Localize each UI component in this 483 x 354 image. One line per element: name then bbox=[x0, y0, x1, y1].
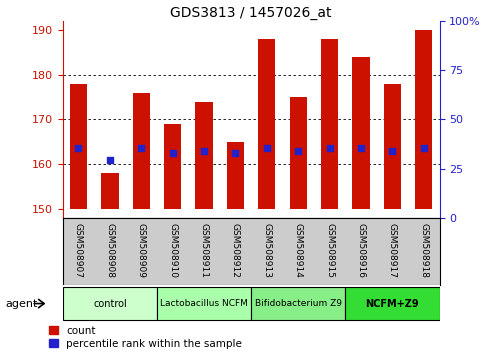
Text: GSM508915: GSM508915 bbox=[325, 223, 334, 278]
Bar bbox=[227, 142, 244, 209]
Point bbox=[232, 150, 240, 156]
Text: GSM508916: GSM508916 bbox=[356, 223, 366, 278]
Bar bbox=[353, 57, 369, 209]
Bar bbox=[290, 97, 307, 209]
Text: GSM508914: GSM508914 bbox=[294, 223, 303, 278]
Bar bbox=[133, 93, 150, 209]
Bar bbox=[164, 124, 181, 209]
Text: GSM508917: GSM508917 bbox=[388, 223, 397, 278]
Legend: count, percentile rank within the sample: count, percentile rank within the sample bbox=[49, 326, 242, 349]
Text: GSM508910: GSM508910 bbox=[168, 223, 177, 278]
Bar bbox=[384, 84, 401, 209]
Text: GSM508912: GSM508912 bbox=[231, 223, 240, 278]
Bar bbox=[251, 287, 345, 320]
Bar bbox=[70, 84, 87, 209]
Point bbox=[389, 148, 397, 154]
Point bbox=[138, 145, 145, 151]
Point bbox=[326, 145, 333, 151]
Bar bbox=[63, 287, 157, 320]
Text: NCFM+Z9: NCFM+Z9 bbox=[366, 298, 419, 309]
Bar bbox=[196, 102, 213, 209]
Text: GSM508909: GSM508909 bbox=[137, 223, 146, 278]
Bar bbox=[101, 173, 118, 209]
Bar bbox=[321, 39, 338, 209]
Text: GSM508907: GSM508907 bbox=[74, 223, 83, 278]
Point bbox=[169, 150, 177, 156]
Text: GSM508918: GSM508918 bbox=[419, 223, 428, 278]
Point bbox=[295, 148, 302, 154]
Text: Lactobacillus NCFM: Lactobacillus NCFM bbox=[160, 299, 248, 308]
Point bbox=[106, 157, 114, 162]
Point bbox=[357, 145, 365, 151]
Point bbox=[263, 145, 271, 151]
Text: agent: agent bbox=[6, 298, 38, 309]
Bar bbox=[345, 287, 440, 320]
Bar bbox=[415, 30, 432, 209]
Text: GSM508908: GSM508908 bbox=[105, 223, 114, 278]
Point bbox=[74, 145, 82, 151]
Text: control: control bbox=[93, 298, 127, 309]
Bar bbox=[258, 39, 275, 209]
Title: GDS3813 / 1457026_at: GDS3813 / 1457026_at bbox=[170, 6, 332, 20]
Point bbox=[420, 145, 428, 151]
Point bbox=[200, 148, 208, 154]
Text: Bifidobacterium Z9: Bifidobacterium Z9 bbox=[255, 299, 342, 308]
Bar bbox=[157, 287, 251, 320]
Text: GSM508911: GSM508911 bbox=[199, 223, 209, 278]
Text: GSM508913: GSM508913 bbox=[262, 223, 271, 278]
